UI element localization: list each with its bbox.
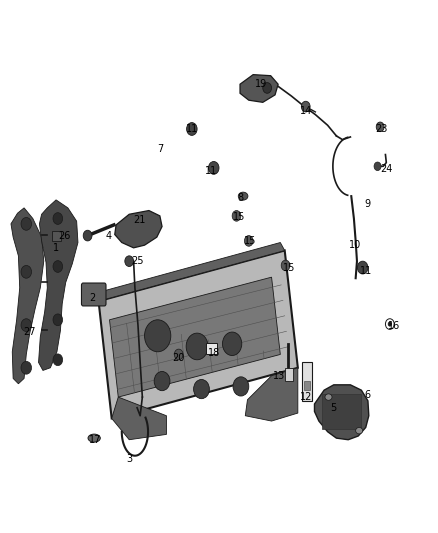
Polygon shape: [39, 200, 78, 370]
Bar: [322, 394, 361, 429]
Text: 6: 6: [365, 391, 371, 400]
Text: 13: 13: [273, 371, 286, 381]
Polygon shape: [110, 277, 280, 397]
Polygon shape: [99, 251, 298, 418]
Text: 9: 9: [364, 199, 370, 208]
Text: 17: 17: [89, 435, 102, 445]
Circle shape: [376, 122, 384, 132]
Ellipse shape: [325, 394, 332, 400]
Circle shape: [83, 230, 92, 241]
FancyBboxPatch shape: [81, 283, 106, 306]
Circle shape: [263, 83, 272, 93]
Text: 2: 2: [89, 294, 95, 303]
Circle shape: [21, 217, 32, 230]
Text: 16: 16: [388, 321, 400, 331]
Polygon shape: [115, 211, 162, 248]
Circle shape: [53, 354, 63, 366]
Text: 12: 12: [300, 392, 313, 402]
Text: 19: 19: [254, 79, 267, 89]
Circle shape: [21, 265, 32, 278]
Circle shape: [186, 333, 208, 360]
Polygon shape: [11, 208, 44, 384]
Circle shape: [301, 101, 310, 112]
Text: 5: 5: [330, 403, 336, 413]
Circle shape: [374, 162, 381, 171]
Text: 20: 20: [173, 353, 185, 363]
Ellipse shape: [88, 434, 100, 442]
Text: 4: 4: [106, 231, 112, 240]
Circle shape: [145, 320, 171, 352]
Polygon shape: [240, 75, 278, 102]
Circle shape: [53, 261, 63, 272]
Circle shape: [208, 161, 219, 174]
Text: 18: 18: [208, 348, 220, 358]
Bar: [304, 381, 310, 390]
Text: 24: 24: [380, 165, 392, 174]
Text: 15: 15: [244, 236, 257, 246]
Circle shape: [223, 332, 242, 356]
Text: 1: 1: [53, 243, 59, 253]
Text: 7: 7: [157, 144, 163, 154]
Text: 14: 14: [300, 106, 312, 116]
Text: 15: 15: [283, 263, 295, 272]
Ellipse shape: [356, 427, 363, 434]
Text: 15: 15: [233, 213, 245, 222]
Ellipse shape: [238, 192, 248, 200]
Text: 10: 10: [349, 240, 361, 250]
Circle shape: [154, 372, 170, 391]
Text: 11: 11: [205, 166, 217, 175]
Bar: [302, 362, 312, 401]
Circle shape: [233, 377, 249, 396]
Polygon shape: [112, 397, 166, 440]
Circle shape: [53, 213, 63, 224]
Circle shape: [194, 379, 209, 399]
Text: 21: 21: [133, 215, 145, 224]
Bar: [206, 343, 217, 354]
Text: 26: 26: [59, 231, 71, 240]
Circle shape: [388, 322, 392, 326]
Circle shape: [187, 123, 197, 135]
Circle shape: [244, 236, 253, 246]
Polygon shape: [245, 368, 298, 421]
Text: 23: 23: [376, 124, 388, 134]
Circle shape: [125, 256, 134, 266]
Text: 11: 11: [360, 266, 372, 276]
Polygon shape: [95, 243, 285, 301]
Circle shape: [174, 349, 183, 360]
Circle shape: [357, 261, 368, 274]
Bar: [52, 231, 61, 241]
Text: 25: 25: [132, 256, 144, 266]
Text: 3: 3: [126, 455, 132, 464]
Circle shape: [281, 260, 290, 271]
Circle shape: [53, 314, 63, 326]
Circle shape: [21, 319, 32, 332]
Text: 8: 8: [237, 193, 243, 203]
Text: 27: 27: [24, 327, 36, 336]
Circle shape: [232, 211, 241, 221]
Bar: [285, 368, 293, 381]
Text: 11: 11: [186, 124, 198, 134]
Circle shape: [21, 361, 32, 374]
Polygon shape: [314, 385, 369, 440]
